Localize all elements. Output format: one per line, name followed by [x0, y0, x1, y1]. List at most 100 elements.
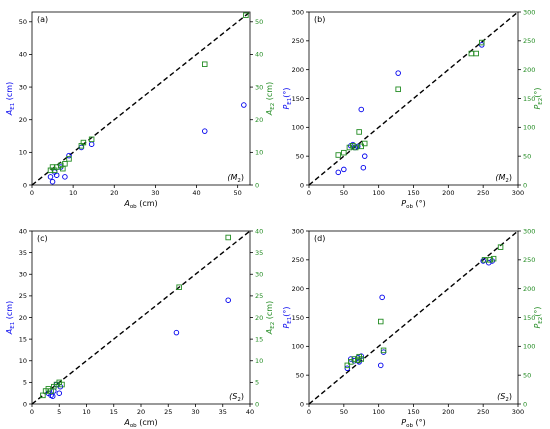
y-right-tick-label: 200: [523, 66, 535, 74]
x-tick-label: 15: [110, 408, 118, 416]
data-point-circle: [358, 106, 365, 113]
y-right-tick-label: 20: [255, 116, 263, 124]
y-right-axis-label: PE2(°): [533, 87, 544, 109]
x-tick-label: 100: [372, 189, 384, 197]
y-right-tick-label: 50: [255, 18, 263, 26]
x-tick-label: 100: [372, 408, 384, 416]
data-point-square: [348, 359, 354, 365]
x-tick-label: 10: [69, 189, 77, 197]
data-point-square: [358, 356, 365, 362]
x-axis-label: Aob (cm): [123, 199, 157, 210]
x-tick-label: 40: [246, 408, 254, 416]
data-point-square: [481, 257, 488, 263]
series-circles: [335, 42, 485, 176]
x-tick-label: 40: [192, 189, 200, 197]
data-point-circle: [241, 102, 247, 108]
y-left-tick-label: 0: [300, 181, 304, 189]
y-right-tick-label: 10: [255, 357, 263, 365]
y-right-tick-label: 0: [255, 400, 259, 408]
y-right-tick-label: 50: [523, 371, 531, 379]
data-point-square: [341, 149, 347, 156]
y-right-tick-label: 250: [523, 37, 535, 45]
data-point-square: [358, 143, 365, 150]
y-right-axis-label: AE2 (cm): [265, 82, 276, 116]
data-point-circle: [49, 178, 56, 185]
data-point-circle: [173, 329, 180, 336]
data-point-square: [490, 255, 497, 262]
series-squares: [344, 244, 504, 369]
data-point-circle: [66, 152, 72, 159]
data-point-circle: [56, 390, 63, 396]
x-tick-label: 0: [30, 189, 34, 197]
data-point-circle: [361, 153, 368, 159]
x-axis-label: Pob (°): [401, 199, 425, 210]
y-left-tick-label: 100: [292, 124, 304, 132]
x-tick-label: 35: [219, 408, 227, 416]
x-tick-label: 10: [82, 408, 90, 416]
data-point-circle: [49, 393, 56, 399]
data-point-square: [335, 152, 342, 158]
series-circles: [344, 258, 495, 371]
y-left-tick-label: 250: [292, 37, 304, 45]
series-squares: [47, 12, 249, 174]
x-tick-label: 50: [234, 189, 242, 197]
y-right-tick-label: 30: [255, 271, 263, 279]
x-tick-label: 50: [340, 408, 348, 416]
x-tick-label: 0: [307, 189, 311, 197]
y-left-tick-label: 25: [19, 292, 27, 300]
data-point-square: [352, 144, 359, 151]
x-tick-label: 300: [512, 189, 524, 197]
y-left-axis-label: PE1(°): [282, 306, 293, 328]
data-point-square: [176, 284, 182, 290]
x-tick-label: 50: [340, 189, 348, 197]
panel-label: (d): [314, 234, 325, 243]
y-right-tick-label: 100: [523, 124, 535, 132]
y-right-tick-label: 20: [255, 314, 263, 322]
y-right-tick-label: 0: [255, 181, 259, 189]
data-point-circle: [47, 174, 54, 180]
panel-label: (c): [37, 234, 48, 243]
data-point-square: [66, 156, 72, 162]
x-axis-label: Aob (cm): [123, 418, 157, 429]
data-point-square: [350, 143, 356, 149]
y-right-axis-label: AE2 (cm): [265, 301, 276, 335]
y-left-tick-label: 10: [19, 357, 27, 365]
data-point-square: [395, 86, 401, 93]
y-left-tick-label: 40: [19, 51, 27, 59]
y-right-axis-label: PE2(°): [533, 306, 544, 328]
y-left-tick-label: 100: [292, 343, 304, 351]
data-point-circle: [360, 164, 367, 171]
reference-line: [308, 230, 519, 405]
y-right-tick-label: 25: [255, 292, 263, 300]
panel-annotation: (M2): [227, 173, 244, 184]
data-point-square: [243, 12, 249, 19]
x-tick-label: 250: [477, 189, 489, 197]
panel-annotation: (S2): [229, 392, 244, 403]
y-left-tick-label: 15: [19, 335, 27, 343]
data-point-circle: [480, 258, 486, 264]
data-point-square: [497, 244, 504, 250]
x-tick-label: 0: [307, 408, 311, 416]
x-tick-label: 200: [442, 408, 454, 416]
series-circles: [45, 297, 231, 399]
y-right-tick-label: 30: [255, 83, 263, 91]
panel-annotation: (S2): [497, 392, 512, 403]
data-point-circle: [380, 349, 387, 355]
reference-line: [308, 11, 519, 186]
y-left-axis-label: AE1 (cm): [5, 301, 16, 335]
data-point-square: [80, 139, 87, 146]
data-point-circle: [379, 294, 385, 301]
panel-c: 0 5 10 15 20 25 30 35 40051015202530354005101520…: [5, 227, 276, 429]
x-tick-label: 20: [137, 408, 145, 416]
y-left-tick-label: 20: [19, 116, 27, 124]
data-point-square: [473, 50, 479, 57]
data-point-square: [380, 347, 387, 354]
panel-d: 0 50 100 150 200 250 3000501001502002503000501…: [282, 227, 544, 429]
series-squares: [40, 234, 231, 399]
y-right-tick-label: 15: [255, 335, 263, 343]
data-point-square: [356, 129, 362, 135]
data-point-circle: [202, 128, 208, 134]
y-left-tick-label: 40: [19, 227, 27, 235]
reference-line: [31, 11, 251, 186]
y-right-tick-label: 35: [255, 249, 263, 257]
